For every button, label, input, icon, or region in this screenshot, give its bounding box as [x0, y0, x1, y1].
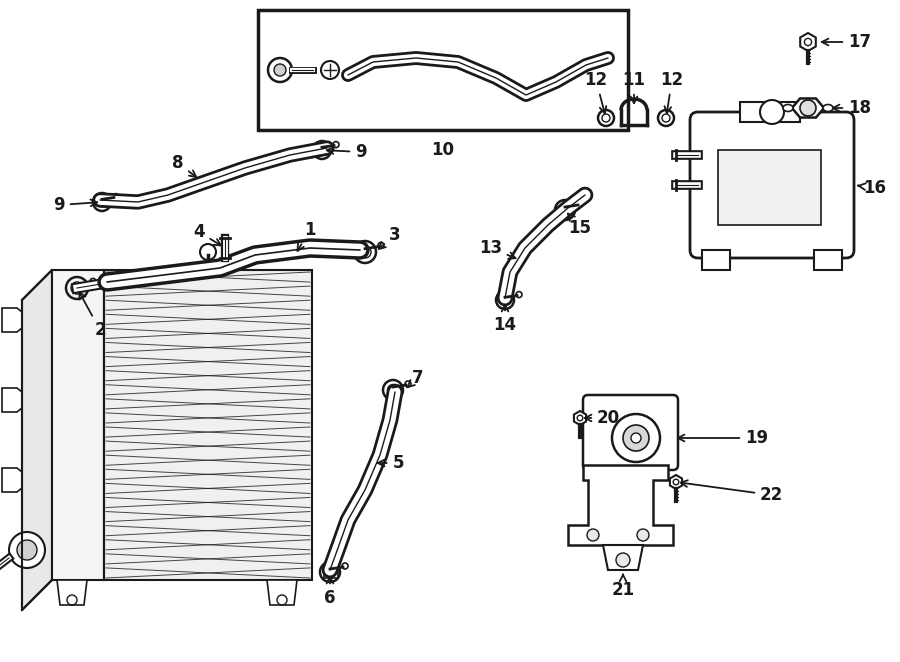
Text: 8: 8	[172, 154, 196, 177]
Polygon shape	[2, 468, 22, 492]
Text: 12: 12	[661, 71, 684, 113]
Circle shape	[577, 201, 583, 207]
Circle shape	[113, 193, 119, 200]
Text: 10: 10	[431, 141, 454, 159]
Ellipse shape	[823, 105, 833, 111]
FancyBboxPatch shape	[690, 112, 854, 258]
Polygon shape	[574, 411, 586, 425]
Bar	[702, 250, 730, 270]
Text: 18: 18	[832, 99, 871, 117]
Circle shape	[378, 242, 384, 248]
FancyBboxPatch shape	[583, 395, 678, 470]
Circle shape	[333, 142, 339, 148]
Text: 9: 9	[327, 143, 366, 161]
Circle shape	[321, 61, 339, 79]
Text: 11: 11	[623, 71, 645, 103]
Text: 4: 4	[194, 223, 220, 246]
Circle shape	[17, 540, 37, 560]
Bar	[104, 270, 312, 580]
Polygon shape	[800, 33, 815, 51]
Text: 12: 12	[584, 71, 608, 113]
Circle shape	[612, 414, 660, 462]
Circle shape	[616, 553, 630, 567]
Bar	[258, 10, 628, 130]
Circle shape	[405, 381, 411, 387]
Circle shape	[9, 532, 45, 568]
Bar	[814, 250, 842, 270]
Text: 13: 13	[479, 239, 516, 259]
Text: 14: 14	[493, 305, 517, 334]
Polygon shape	[57, 580, 87, 605]
Text: 3: 3	[379, 226, 400, 249]
Bar	[324, 568, 338, 578]
Text: 20: 20	[585, 409, 620, 427]
Polygon shape	[2, 388, 22, 412]
Text: 16: 16	[858, 179, 886, 197]
Text: 1: 1	[298, 221, 316, 251]
Text: 2: 2	[79, 292, 106, 339]
Circle shape	[268, 58, 292, 82]
Circle shape	[342, 563, 348, 569]
Circle shape	[587, 529, 599, 541]
Circle shape	[631, 433, 641, 443]
Circle shape	[200, 244, 216, 260]
Polygon shape	[568, 465, 673, 545]
Text: 5: 5	[378, 454, 404, 472]
Text: 15: 15	[568, 213, 591, 237]
Circle shape	[800, 100, 816, 116]
Text: 21: 21	[611, 575, 634, 599]
Polygon shape	[670, 475, 682, 489]
Circle shape	[623, 425, 649, 451]
Circle shape	[516, 291, 522, 298]
Circle shape	[274, 64, 286, 76]
Circle shape	[90, 279, 96, 285]
Circle shape	[760, 100, 784, 124]
Polygon shape	[603, 545, 643, 570]
Text: 19: 19	[678, 429, 768, 447]
Polygon shape	[22, 270, 52, 610]
Ellipse shape	[783, 105, 793, 111]
Polygon shape	[267, 580, 297, 605]
Bar	[718, 150, 821, 225]
Text: 22: 22	[680, 480, 783, 504]
Bar	[52, 270, 104, 580]
Text: 7: 7	[407, 369, 424, 387]
Text: 17: 17	[822, 33, 871, 51]
Circle shape	[637, 529, 649, 541]
Text: 9: 9	[53, 196, 97, 214]
Polygon shape	[792, 99, 824, 118]
Polygon shape	[2, 308, 22, 332]
Bar	[740, 102, 800, 122]
Text: 6: 6	[324, 577, 336, 607]
